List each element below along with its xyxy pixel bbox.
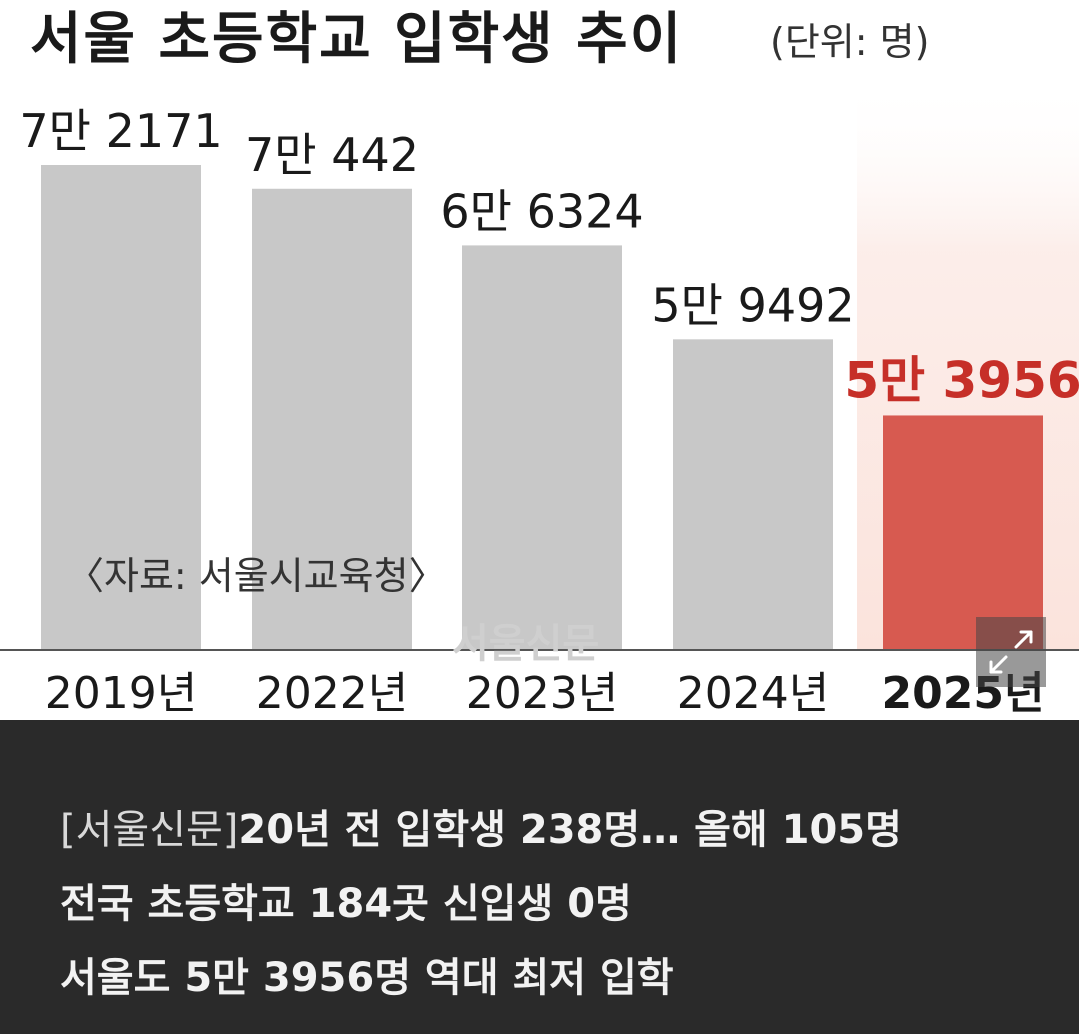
tick-label-2019년: 2019년	[45, 668, 197, 719]
caption-source-tag: [서울신문]	[60, 807, 239, 853]
caption-line-1: [서울신문]20년 전 입학생 238명… 올해 105명	[60, 802, 1060, 858]
source-note: 〈자료: 서울시교육청〉	[66, 554, 447, 598]
bar-2022년	[252, 188, 412, 650]
chart-panel: 7만 2171 7만 442 6만 6324 5만 9492 5만 3956 2019년…	[0, 0, 1079, 720]
expand-arrows-icon	[989, 630, 1033, 674]
value-label-2023년: 6만 6324	[440, 184, 643, 238]
watermark-logo: 서울신문	[452, 621, 600, 667]
caption-area: [서울신문]20년 전 입학생 238명… 올해 105명 전국 초등학교 18…	[0, 720, 1079, 1034]
bar-2024년	[673, 339, 833, 650]
bar-2025년	[883, 415, 1043, 650]
chart-title: 서울 초등학교 입학생 추이	[30, 7, 684, 72]
caption-headline-1: 20년 전 입학생 238명… 올해 105명	[238, 807, 902, 853]
tick-labels-layer: 2019년 2022년 2023년 2024년 2025년	[45, 668, 1045, 719]
tick-label-2022년: 2022년	[256, 668, 408, 719]
caption-line-2: 전국 초등학교 184곳 신입생 0명	[60, 881, 632, 927]
caption-line-3: 서울도 5만 3956명 역대 최저 입학	[60, 955, 674, 1001]
unit-note: (단위: 명)	[770, 20, 930, 64]
bar-2023년	[462, 245, 622, 651]
expand-image-button[interactable]	[976, 617, 1046, 687]
tick-label-2024년: 2024년	[677, 668, 829, 719]
tick-label-2023년: 2023년	[466, 668, 618, 719]
value-label-2022년: 7만 442	[245, 128, 419, 182]
value-label-2024년: 5만 9492	[651, 278, 854, 332]
bars-layer	[41, 165, 1043, 651]
value-label-2025년: 5만 3956	[844, 351, 1079, 409]
bar-2019년	[41, 165, 201, 650]
value-label-2019년: 7만 2171	[19, 104, 222, 158]
